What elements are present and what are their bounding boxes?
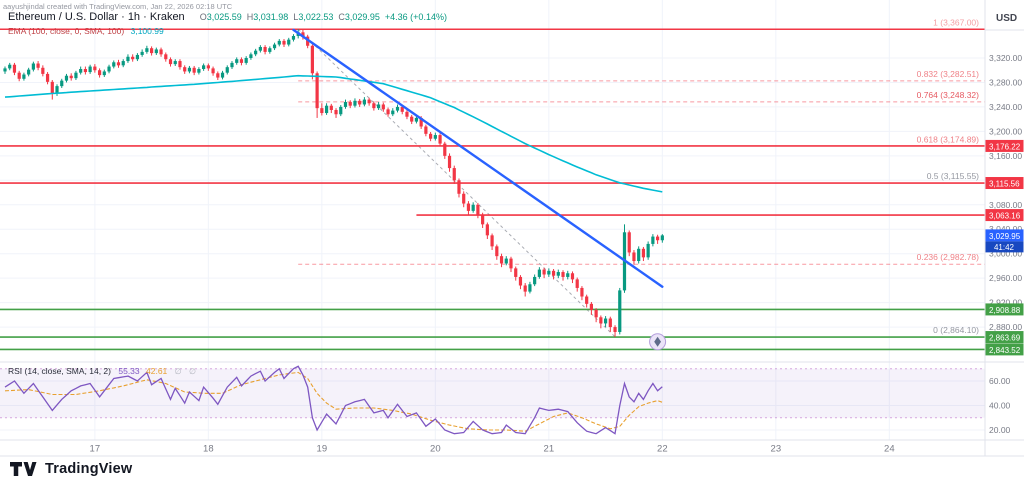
rsi-tick-label: 40.00 [989, 401, 1011, 411]
eth-badge-icon[interactable] [649, 333, 667, 351]
price-tick-label: 2,880.00 [989, 322, 1022, 332]
price-tick-label: 2,920.00 [989, 298, 1022, 308]
ema-label: EMA (100, close, 0, SMA, 100) [8, 26, 125, 36]
time-tick-label: 21 [544, 444, 555, 455]
tradingview-logo[interactable]: TradingView [10, 461, 132, 477]
time-tick-label: 23 [771, 444, 782, 455]
price-tick-label: 3,240.00 [989, 102, 1022, 112]
fib-level-label: 0.236 (2,982.78) [917, 252, 980, 262]
grid [0, 0, 985, 440]
rsi-value: 55.33 [118, 366, 140, 376]
fib-baseline-line [297, 28, 616, 338]
rsi-tick-label: 20.00 [989, 425, 1011, 435]
rsi-band [0, 368, 985, 419]
fib-level-label: 0 (2,864.10) [933, 325, 979, 335]
time-tick-label: 24 [884, 444, 895, 455]
rsi-extra-icon[interactable]: ∅ [189, 367, 196, 376]
time-tick-label: 19 [317, 444, 328, 455]
close-value: 3,029.95 [344, 12, 380, 22]
price-tag-label: 2,908.88 [989, 306, 1021, 315]
time-tick-label: 18 [203, 444, 214, 455]
candles-layer [3, 29, 664, 337]
fib-level-label: 0.764 (3,248.32) [917, 90, 980, 100]
ema-status-row[interactable]: EMA (100, close, 0, SMA, 100) 3,100.99 [8, 26, 164, 36]
horizontal-lines[interactable] [0, 28, 985, 351]
rsi-label: RSI (14, close, SMA, 14, 2) [8, 366, 111, 376]
tradingview-logo-text: TradingView [45, 461, 133, 477]
price-tick-label: 2,960.00 [989, 273, 1022, 283]
time-tick-label: 22 [657, 444, 668, 455]
price-tag-label: 2,843.52 [989, 346, 1021, 355]
fib-level-label: 0.832 (3,282.51) [917, 69, 980, 79]
change-value: +4.36 (+0.14%) [384, 12, 447, 22]
symbol-title[interactable]: Ethereum / U.S. Dollar · 1h · Kraken [8, 11, 185, 23]
symbol-status-row: Ethereum / U.S. Dollar · 1h · Kraken O3,0… [8, 11, 447, 23]
price-tag-label: 2,863.69 [989, 334, 1021, 343]
price-tick-label: 3,160.00 [989, 151, 1022, 161]
rsi-ma-value: 42.61 [146, 366, 168, 376]
time-tick-label: 17 [90, 444, 101, 455]
axis-labels: USD 3,320.00 3,280.00 3,240.00 3,200.00 3,160… [90, 13, 1023, 455]
rsi-ma-line[interactable] [4, 371, 663, 432]
close-label: C [338, 12, 345, 22]
rsi-status-row[interactable]: RSI (14, close, SMA, 14, 2) 55.33 42.61 … [8, 366, 196, 376]
price-tags[interactable]: 3,176.22 3,115.56 3,063.16 3,029.95 41:42 2,9… [985, 139, 1024, 356]
price-tick-label: 3,320.00 [989, 53, 1022, 63]
low-label: L [293, 12, 299, 22]
time-axis[interactable] [0, 440, 1024, 456]
open-label: O [199, 12, 207, 22]
high-value: 3,031.98 [253, 12, 289, 22]
price-tick-label: 3,000.00 [989, 249, 1022, 259]
price-tick-label: 3,280.00 [989, 77, 1022, 87]
ema-value: 3,100.99 [130, 26, 164, 36]
price-tag-label: 3,115.56 [989, 180, 1020, 189]
fib-level-label: 0.618 (3,174.89) [917, 135, 980, 145]
fib-level-label: 1 (3,367.00) [933, 17, 979, 27]
ohlc-values: O3,025.59 H3,031.98 L3,022.53 C3,029.95 +4.3… [195, 12, 447, 22]
trendline[interactable] [292, 28, 664, 288]
price-tag-label: 3,176.22 [989, 142, 1021, 151]
fib-level-label: 0.5 (3,115.55) [927, 171, 979, 181]
price-tick-label: 3,080.00 [989, 200, 1022, 210]
rsi-line[interactable] [4, 365, 663, 435]
currency-label: USD [996, 13, 1017, 24]
candle-countdown: 41:42 [994, 243, 1015, 252]
fib-labels: 1 (3,367.00) 0.832 (3,282.51) 0.764 (3,248… [917, 17, 980, 335]
rsi-extra-icon[interactable]: ∅ [174, 367, 182, 376]
price-axis[interactable] [985, 0, 1024, 456]
time-tick-label: 20 [430, 444, 441, 455]
price-tick-label: 3,040.00 [989, 224, 1022, 234]
attribution-text: aayushjindal created with TradingView.co… [3, 2, 233, 11]
rsi-tick-label: 60.00 [989, 376, 1011, 386]
price-tick-label: 3,200.00 [989, 126, 1022, 136]
low-value: 3,022.53 [298, 12, 334, 22]
tradingview-logo-mark [10, 462, 37, 476]
fib-retracement[interactable] [297, 28, 985, 338]
high-label: H [246, 12, 254, 22]
price-tag-label: 3,029.95 [989, 232, 1021, 241]
open-value: 3,025.59 [206, 12, 242, 22]
price-tag-label: 3,063.16 [989, 212, 1021, 221]
ema-line[interactable] [4, 74, 663, 193]
